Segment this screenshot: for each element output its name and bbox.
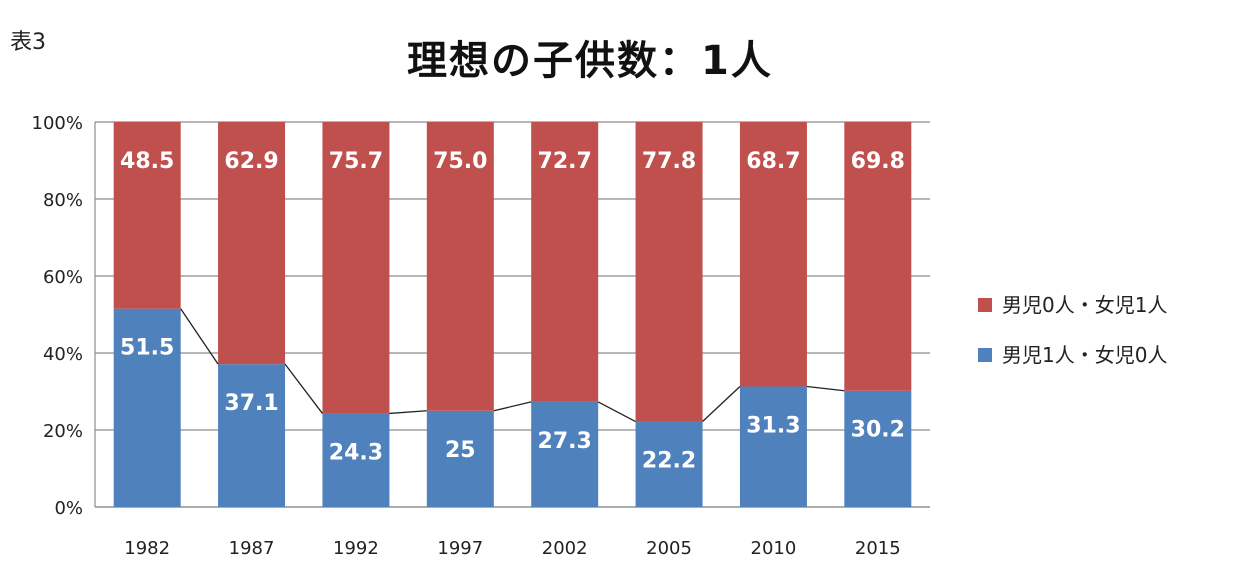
x-tick-label: 2005 (646, 538, 692, 559)
bar-bottom-series (844, 390, 912, 507)
series-line (597, 401, 636, 423)
data-label: 27.3 (538, 429, 592, 454)
data-label: 75.7 (329, 149, 383, 174)
y-tick-label: 60% (43, 267, 83, 288)
data-label: 75.0 (433, 149, 487, 174)
data-label: 68.7 (746, 149, 800, 174)
series-line (180, 308, 219, 365)
data-label: 37.1 (224, 391, 278, 416)
data-label: 62.9 (224, 149, 278, 174)
bar-bottom-series (426, 410, 494, 507)
bar-top-series (531, 122, 599, 402)
data-label: 51.5 (120, 336, 174, 361)
x-tick-label: 1992 (333, 538, 379, 559)
legend-label: 男児0人・女児1人 (1002, 293, 1167, 317)
bar-top-series (739, 122, 807, 387)
bar-top-series (322, 122, 390, 414)
y-tick-label: 80% (43, 190, 83, 211)
bar-top-series (635, 122, 703, 422)
data-label: 25 (445, 438, 476, 463)
series-line (284, 363, 323, 414)
data-label: 72.7 (538, 149, 592, 174)
bar-bottom-series (531, 401, 599, 507)
bar-top-series (844, 122, 912, 391)
bar-bottom-series (322, 413, 390, 507)
x-tick-label: 1997 (437, 538, 483, 559)
x-tick-label: 2015 (855, 538, 901, 559)
table-label: 表3 (10, 30, 46, 55)
data-label: 31.3 (746, 413, 800, 438)
bar-bottom-series (635, 421, 703, 507)
legend-swatch (978, 298, 992, 312)
bar-bottom-series (113, 308, 181, 507)
series-line (702, 386, 741, 423)
x-tick-label: 2010 (751, 538, 797, 559)
y-tick-label: 40% (43, 344, 83, 365)
data-label: 69.8 (851, 149, 905, 174)
x-tick-label: 2002 (542, 538, 588, 559)
bar-top-series (218, 122, 286, 365)
data-label: 77.8 (642, 149, 696, 174)
data-label: 30.2 (851, 418, 905, 443)
data-label: 48.5 (120, 149, 174, 174)
data-label: 22.2 (642, 449, 696, 474)
bar-top-series (426, 122, 494, 411)
bar-top-series (113, 122, 181, 309)
bar-bottom-series (218, 364, 286, 507)
x-tick-label: 1982 (124, 538, 170, 559)
data-label: 24.3 (329, 440, 383, 465)
bar-bottom-series (739, 386, 807, 507)
y-tick-label: 100% (32, 113, 83, 134)
x-tick-label: 1987 (229, 538, 275, 559)
legend-swatch (978, 348, 992, 362)
series-line (389, 410, 427, 415)
y-tick-label: 0% (54, 498, 83, 519)
chart-title: 理想の子供数：1人 (407, 38, 773, 84)
series-line (493, 401, 532, 412)
y-tick-label: 20% (43, 421, 83, 442)
legend-label: 男児1人・女児0人 (1002, 343, 1167, 367)
series-line (806, 385, 845, 392)
